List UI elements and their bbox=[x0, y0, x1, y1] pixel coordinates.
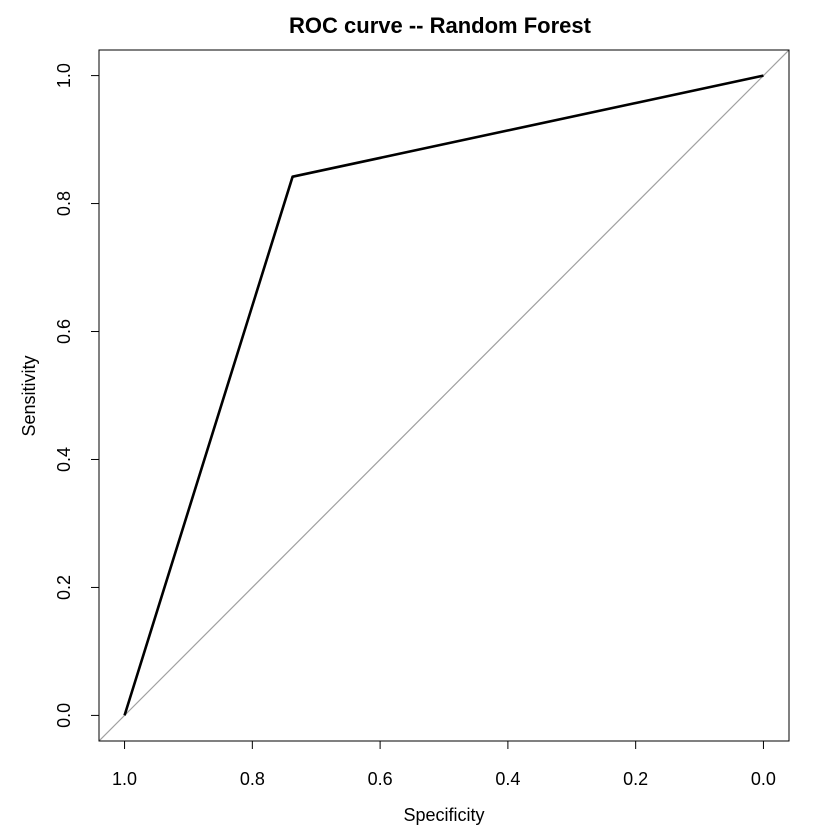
reference-diagonal bbox=[99, 50, 789, 741]
y-axis: 0.0 0.2 0.4 0.6 0.8 1.0 bbox=[54, 63, 100, 728]
x-tick-label: 0.2 bbox=[623, 769, 648, 789]
x-tick-label: 0.8 bbox=[240, 769, 265, 789]
x-axis: 1.0 0.8 0.6 0.4 0.2 0.0 bbox=[112, 740, 776, 789]
y-tick-label: 0.2 bbox=[54, 575, 74, 600]
x-tick-label: 0.4 bbox=[495, 769, 520, 789]
y-tick-label: 0.0 bbox=[54, 703, 74, 728]
roc-series-line bbox=[123, 74, 764, 716]
x-tick-label: 0.6 bbox=[368, 769, 393, 789]
x-tick-label: 0.0 bbox=[751, 769, 776, 789]
x-axis-label: Specificity bbox=[403, 805, 484, 825]
x-tick-label: 1.0 bbox=[112, 769, 137, 789]
y-tick-label: 1.0 bbox=[54, 63, 74, 88]
y-axis-label: Sensitivity bbox=[19, 355, 39, 436]
y-tick-label: 0.4 bbox=[54, 447, 74, 472]
y-tick-label: 0.6 bbox=[54, 319, 74, 344]
y-tick-label: 0.8 bbox=[54, 191, 74, 216]
chart-title: ROC curve -- Random Forest bbox=[289, 13, 592, 38]
